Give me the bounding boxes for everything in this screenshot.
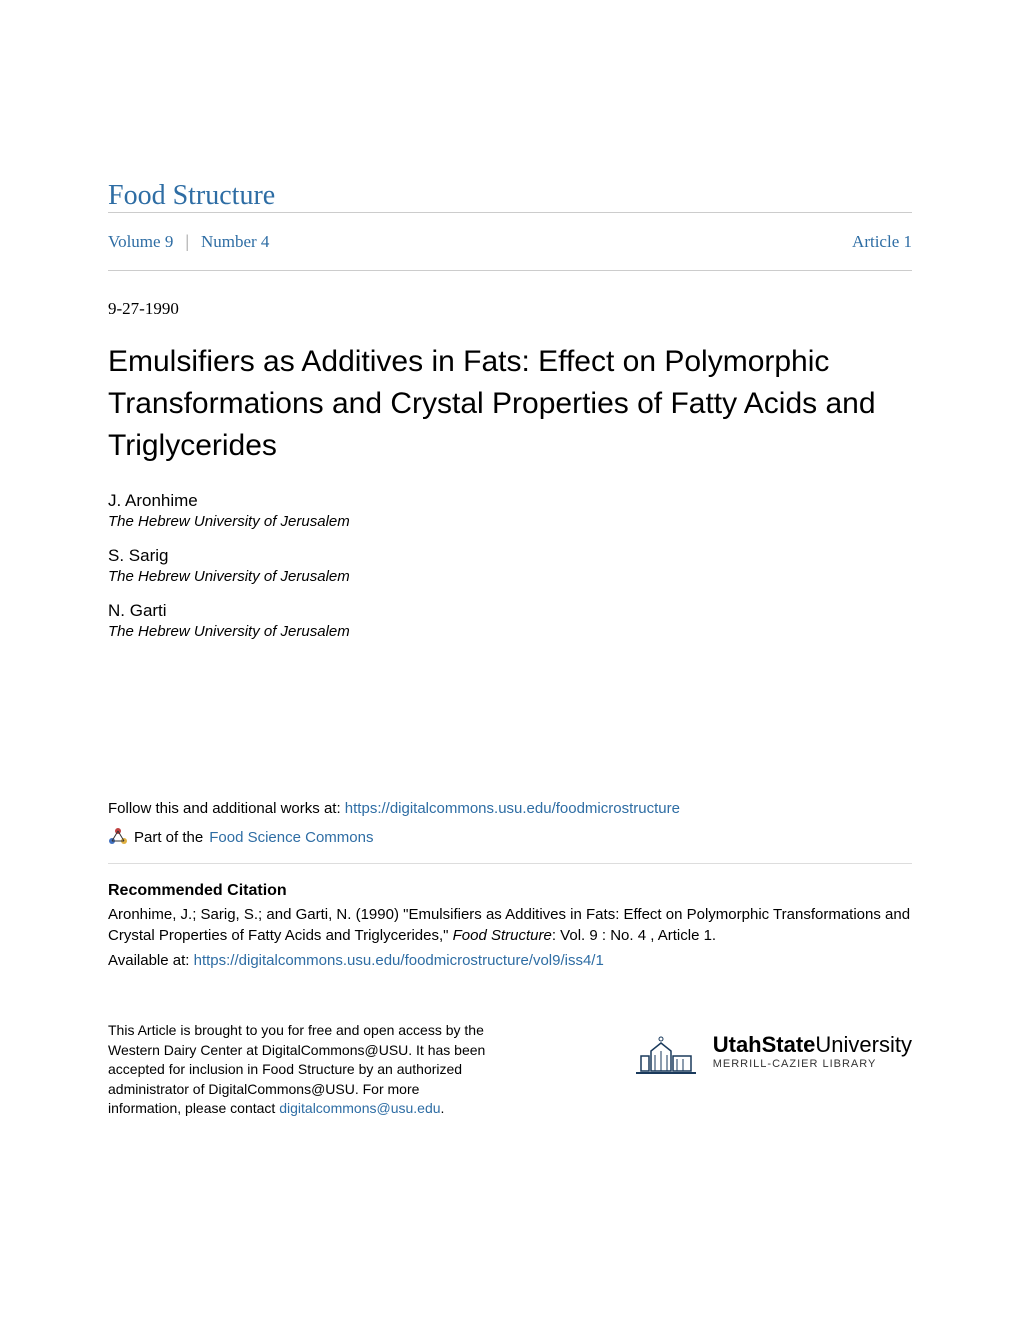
citation-text: Aronhime, J.; Sarig, S.; and Garti, N. (… <box>108 904 912 946</box>
part-of-prefix: Part of the <box>134 829 203 846</box>
footer-contact-link[interactable]: digitalcommons@usu.edu <box>279 1100 440 1116</box>
author-name: J. Aronhime <box>108 491 912 511</box>
citation-available: Available at: https://digitalcommons.usu… <box>108 950 912 971</box>
author-name: N. Garti <box>108 601 912 621</box>
follow-prefix: Follow this and additional works at: <box>108 800 345 817</box>
footer-after-link: . <box>441 1100 445 1116</box>
citation-section: Recommended Citation Aronhime, J.; Sarig… <box>108 882 912 971</box>
nav-separator: | <box>185 231 189 252</box>
footer-text: This Article is brought to you for free … <box>108 1021 488 1119</box>
author-block: S. Sarig The Hebrew University of Jerusa… <box>108 546 912 585</box>
author-block: J. Aronhime The Hebrew University of Jer… <box>108 491 912 530</box>
usu-logo: UtahStateUniversity MERRILL-CAZIER LIBRA… <box>631 1021 912 1081</box>
author-name: S. Sarig <box>108 546 912 566</box>
follow-link[interactable]: https://digitalcommons.usu.edu/foodmicro… <box>345 800 680 817</box>
citation-heading: Recommended Citation <box>108 882 912 900</box>
divider-nav <box>108 270 912 271</box>
journal-title-link[interactable]: Food Structure <box>108 180 275 227</box>
library-building-icon <box>631 1021 701 1081</box>
logo-rest-part: University <box>815 1032 912 1057</box>
number-link[interactable]: Number 4 <box>201 232 269 252</box>
commons-link[interactable]: Food Science Commons <box>209 829 373 846</box>
footer: This Article is brought to you for free … <box>108 1021 912 1119</box>
article-link[interactable]: Article 1 <box>852 232 912 252</box>
available-link[interactable]: https://digitalcommons.usu.edu/foodmicro… <box>194 952 604 969</box>
author-block: N. Garti The Hebrew University of Jerusa… <box>108 601 912 640</box>
citation-journal-italic: Food Structure <box>453 927 552 944</box>
follow-section: Follow this and additional works at: htt… <box>108 800 912 817</box>
logo-library-name: MERRILL-CAZIER LIBRARY <box>713 1058 912 1070</box>
citation-after-italic: : Vol. 9 : No. 4 , Article 1. <box>552 927 716 944</box>
publication-date: 9-27-1990 <box>108 299 912 319</box>
author-affiliation: The Hebrew University of Jerusalem <box>108 623 912 640</box>
volume-link[interactable]: Volume 9 <box>108 232 173 252</box>
logo-university-name: UtahStateUniversity <box>713 1032 912 1058</box>
part-of-row: Part of the Food Science Commons <box>108 827 912 847</box>
article-title: Emulsifiers as Additives in Fats: Effect… <box>108 341 912 467</box>
logo-text: UtahStateUniversity MERRILL-CAZIER LIBRA… <box>713 1032 912 1070</box>
available-prefix: Available at: <box>108 952 194 969</box>
nav-left: Volume 9 | Number 4 <box>108 231 269 252</box>
authors-list: J. Aronhime The Hebrew University of Jer… <box>108 491 912 640</box>
divider-citation <box>108 863 912 864</box>
logo-bold-part: UtahState <box>713 1032 816 1057</box>
author-affiliation: The Hebrew University of Jerusalem <box>108 513 912 530</box>
network-icon <box>108 827 128 847</box>
author-affiliation: The Hebrew University of Jerusalem <box>108 568 912 585</box>
